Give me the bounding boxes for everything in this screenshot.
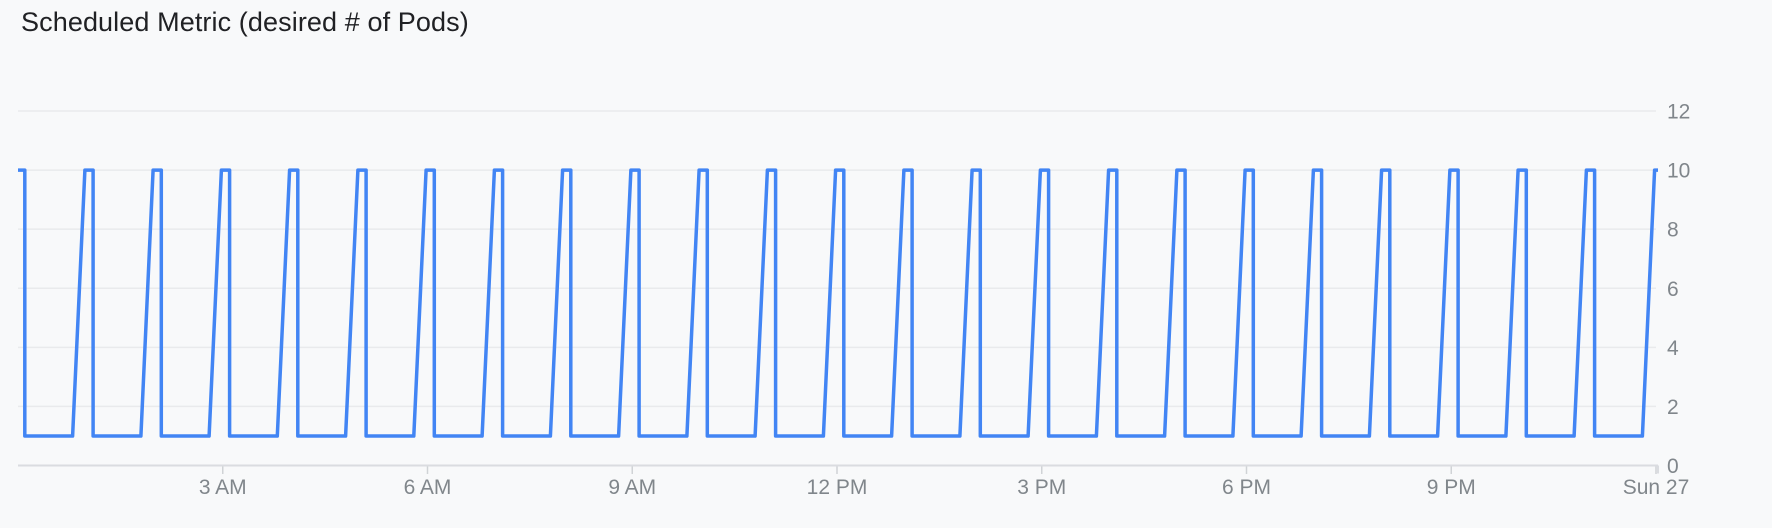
x-axis-label: 3 PM — [1017, 476, 1066, 499]
y-axis-label: 6 — [1667, 278, 1679, 301]
chart-title: Scheduled Metric (desired # of Pods) — [21, 7, 469, 37]
x-axis-label: 6 AM — [404, 476, 452, 499]
y-axis-label: 0 — [1667, 455, 1679, 478]
y-axis-label: 10 — [1667, 160, 1690, 183]
x-axis-label: Sun 27 — [1623, 476, 1690, 499]
x-axis-label: 9 PM — [1427, 476, 1476, 499]
y-axis-label: 2 — [1667, 396, 1679, 419]
series-line — [18, 168, 1658, 438]
x-axis-label: 9 AM — [608, 476, 656, 499]
y-axis-label: 12 — [1667, 101, 1690, 124]
y-axis-label: 4 — [1667, 337, 1679, 360]
x-axis-label: 3 AM — [199, 476, 247, 499]
y-axis-label: 8 — [1667, 219, 1679, 242]
x-axis-label: 6 PM — [1222, 476, 1271, 499]
x-axis-label: 12 PM — [807, 476, 868, 499]
